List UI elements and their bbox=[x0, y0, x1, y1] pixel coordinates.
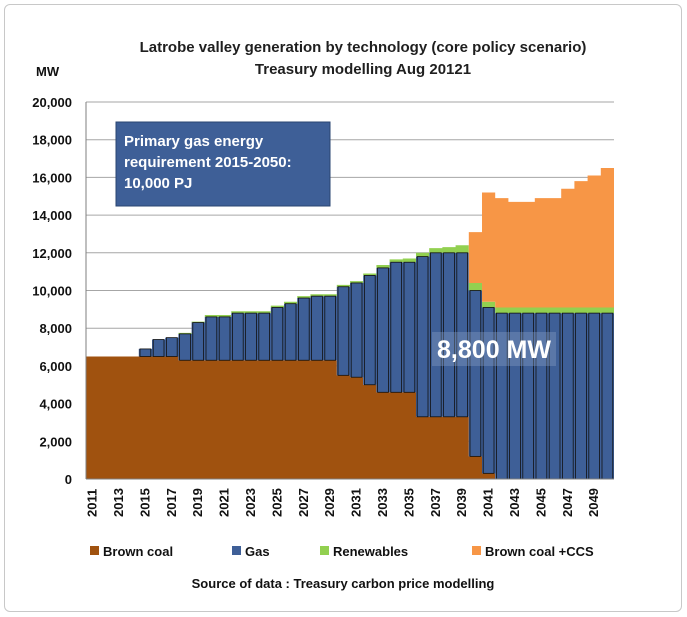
gas-column bbox=[324, 295, 336, 361]
gas-column bbox=[231, 312, 244, 361]
y-tick-label: 14,000 bbox=[32, 208, 72, 223]
x-tick-label: 2021 bbox=[217, 488, 232, 517]
y-axis-label: MW bbox=[36, 64, 60, 79]
gas-column bbox=[363, 275, 376, 386]
x-tick-label: 2029 bbox=[322, 488, 337, 517]
y-tick-label: 2,000 bbox=[39, 434, 72, 449]
gas-column bbox=[469, 290, 482, 457]
legend-swatch-renewables bbox=[320, 546, 329, 555]
x-tick-label: 2039 bbox=[454, 488, 469, 517]
chart-title-line-2: Treasury modelling Aug 20121 bbox=[255, 61, 471, 78]
gas-column bbox=[429, 252, 442, 418]
y-tick-label: 20,000 bbox=[32, 95, 72, 110]
x-tick-labels: 2011 2013 2015 2017 2019 2021 2023 2025 2027 2029… bbox=[85, 488, 602, 517]
x-tick-label: 2031 bbox=[349, 488, 364, 517]
capacity-label-backdrop bbox=[432, 332, 556, 366]
x-tick-label: 2049 bbox=[586, 488, 601, 517]
gas-requirement-line-3: 10,000 PJ bbox=[124, 175, 192, 192]
y-tick-labels: 20,000 18,000 16,000 14,000 12,000 10,000 8,00… bbox=[32, 95, 72, 487]
gas-column bbox=[271, 307, 284, 361]
gas-requirement-box bbox=[115, 121, 331, 207]
x-tick-label: 2045 bbox=[533, 488, 548, 517]
gas-column bbox=[390, 261, 402, 393]
x-tick-label: 2027 bbox=[296, 488, 311, 517]
x-tick-label: 2015 bbox=[137, 488, 152, 517]
gas-column bbox=[218, 316, 231, 361]
gas-column bbox=[311, 295, 323, 361]
x-tick-label: 2037 bbox=[428, 488, 443, 517]
x-tick-label: 2033 bbox=[375, 488, 390, 517]
x-tick-label: 2041 bbox=[481, 488, 496, 517]
gas-column bbox=[416, 256, 429, 418]
y-tick-label: 0 bbox=[65, 472, 72, 487]
legend-label-brown-coal-ccs: Brown coal +CCS bbox=[485, 544, 594, 559]
x-tick-label: 2023 bbox=[243, 488, 258, 517]
y-tick-label: 4,000 bbox=[39, 397, 72, 412]
x-tick-label: 2035 bbox=[401, 488, 416, 517]
gas-column bbox=[337, 286, 350, 376]
gas-column bbox=[245, 312, 257, 361]
x-tick-label: 2013 bbox=[111, 488, 126, 517]
gas-column bbox=[588, 312, 600, 480]
area-brown-coal-ccs bbox=[86, 167, 614, 357]
y-tick-label: 12,000 bbox=[32, 246, 72, 261]
gas-column bbox=[575, 312, 587, 480]
x-tick-label: 2019 bbox=[190, 488, 205, 517]
legend-swatch-gas bbox=[232, 546, 241, 555]
y-tick-label: 6,000 bbox=[39, 359, 72, 374]
area-brown-coal bbox=[86, 356, 614, 479]
area-gas bbox=[86, 252, 614, 479]
gas-column bbox=[139, 348, 152, 357]
y-tick-label: 10,000 bbox=[32, 284, 72, 299]
gas-column bbox=[258, 312, 270, 361]
gas-column bbox=[403, 261, 416, 393]
y-tick-label: 8,000 bbox=[39, 321, 72, 336]
y-tick-label: 18,000 bbox=[32, 133, 72, 148]
gas-column bbox=[562, 312, 574, 480]
legend: Brown coal Gas Renewables Brown coal +CCS bbox=[90, 544, 594, 559]
gas-capacity-label: 8,800 MW bbox=[437, 336, 551, 364]
legend-label-brown-coal: Brown coal bbox=[103, 544, 173, 559]
gas-column bbox=[205, 316, 218, 361]
x-tick-label: 2043 bbox=[507, 488, 522, 517]
stacked-areas bbox=[86, 167, 614, 479]
legend-swatch-brown-coal-ccs bbox=[472, 546, 481, 555]
gas-column bbox=[284, 303, 297, 361]
gas-requirement-line-2: requirement 2015-2050: bbox=[124, 154, 292, 171]
gas-requirement-line-1: Primary gas energy bbox=[124, 133, 264, 150]
x-tick-label: 2025 bbox=[269, 488, 284, 517]
gas-columns bbox=[85, 102, 614, 480]
gas-column bbox=[601, 312, 614, 480]
source-note: Source of data : Treasury carbon price m… bbox=[192, 576, 495, 591]
y-tick-label: 16,000 bbox=[32, 170, 72, 185]
x-tick-label: 2047 bbox=[560, 488, 575, 517]
legend-swatch-brown-coal bbox=[90, 546, 99, 555]
gas-column bbox=[482, 307, 495, 474]
gas-column bbox=[152, 339, 165, 357]
gas-column bbox=[350, 282, 363, 378]
legend-label-gas: Gas bbox=[245, 544, 270, 559]
chart-title-line-1: Latrobe valley generation by technology … bbox=[140, 39, 587, 56]
gas-column bbox=[456, 252, 468, 418]
gas-column bbox=[377, 267, 389, 393]
legend-label-renewables: Renewables bbox=[333, 544, 408, 559]
gas-column bbox=[443, 252, 455, 418]
x-tick-label: 2017 bbox=[164, 488, 179, 517]
gas-column bbox=[179, 333, 191, 361]
x-tick-label: 2011 bbox=[85, 489, 100, 517]
gas-column bbox=[192, 322, 205, 361]
gas-column bbox=[165, 337, 178, 357]
gas-column bbox=[297, 297, 310, 361]
